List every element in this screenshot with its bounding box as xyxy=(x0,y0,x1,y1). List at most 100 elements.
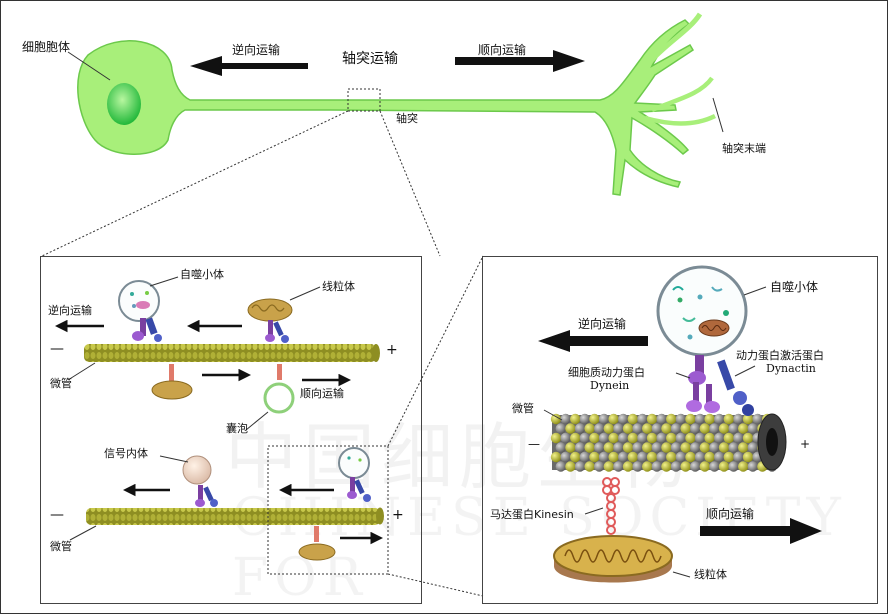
tubulin-bead xyxy=(742,413,754,425)
label-plus-right: + xyxy=(800,437,811,451)
tubulin-bead xyxy=(579,432,590,444)
tubulin-bead xyxy=(685,413,696,425)
tubulin-bead xyxy=(718,423,730,434)
tubulin-bead xyxy=(661,423,672,434)
tubulin-bead xyxy=(675,413,686,425)
tubulin-bead xyxy=(646,432,658,444)
tubulin-bead xyxy=(661,461,672,472)
tubulin-bead xyxy=(550,451,562,463)
neuron-soma xyxy=(77,19,695,196)
tubulin-bead xyxy=(675,432,686,444)
tubulin-bead xyxy=(704,451,715,463)
label-vesicle: 囊泡 xyxy=(226,422,248,435)
neuron-nucleus xyxy=(107,83,141,125)
anterograde-arrow-right xyxy=(700,518,822,544)
tubulin-bead xyxy=(704,413,715,425)
tubulin-bead xyxy=(651,442,662,453)
tubulin-bead xyxy=(589,413,600,425)
tubulin-bead xyxy=(723,413,734,425)
tubulin-bead xyxy=(680,461,691,472)
tubulin-bead xyxy=(738,442,749,453)
neuron xyxy=(77,12,717,196)
label-axon: 轴突 xyxy=(396,112,418,125)
label-microtubule-1: 微管 xyxy=(50,377,72,390)
tubulin-bead xyxy=(584,461,595,472)
left-panel-graphics xyxy=(55,276,389,575)
retrograde-arrow-right xyxy=(538,330,648,352)
tubulin-bead xyxy=(632,423,643,434)
tubulin-bead xyxy=(613,442,624,453)
tubulin-bead xyxy=(656,432,667,444)
label-axon-terminal: 轴突末端 xyxy=(722,142,766,155)
tubulin-bead xyxy=(680,442,691,453)
tubulin-bead xyxy=(651,423,662,434)
tubulin-bead xyxy=(565,442,576,453)
tubulin-bead xyxy=(550,432,562,444)
tubulin-bead xyxy=(570,451,581,463)
tubulin-bead xyxy=(570,432,581,444)
vesicle xyxy=(263,382,295,414)
tubulin-bead xyxy=(603,442,614,453)
tubulin-bead xyxy=(560,432,571,444)
tubulin-bead xyxy=(574,423,586,434)
label-microtubule-2: 微管 xyxy=(50,540,72,553)
label-signaling-endosome: 信号内体 xyxy=(104,447,148,460)
tubulin-bead xyxy=(738,461,749,472)
tubulin-bead xyxy=(637,432,648,444)
tubulin-bead xyxy=(627,432,638,444)
label-retrograde-top: 逆向运输 xyxy=(232,43,281,57)
tubulin-bead xyxy=(565,461,576,472)
tubulin-bead xyxy=(618,413,629,425)
tubulin-bead xyxy=(666,451,677,463)
tubulin-bead xyxy=(656,451,667,463)
tubulin-bead xyxy=(589,432,600,444)
label-minus-right: — xyxy=(528,437,540,451)
tubulin-bead xyxy=(718,461,730,472)
tubulin-bead xyxy=(728,423,739,434)
tubulin-bead xyxy=(670,461,682,472)
microtubule-1 xyxy=(84,344,376,362)
tubulin-bead xyxy=(637,451,648,463)
label-cell-body: 细胞胞体 xyxy=(22,40,71,54)
tubulin-bead xyxy=(560,413,571,425)
tubulin-bead xyxy=(680,423,691,434)
tubulin-bead xyxy=(723,451,734,463)
tubulin-bead xyxy=(752,413,763,425)
tubulin-bead xyxy=(733,413,744,425)
label-dynein-cn: 细胞质动力蛋白 xyxy=(568,366,645,379)
tubulin-bead xyxy=(675,451,686,463)
label-microtubule-right: 微管 xyxy=(512,402,534,415)
tubulin-bead xyxy=(560,451,571,463)
tubulin-bead xyxy=(742,432,754,444)
tubulin-bead xyxy=(714,413,725,425)
tubulin-bead xyxy=(747,461,758,472)
detail-zoom-box xyxy=(267,445,389,575)
tubulin-bead xyxy=(598,451,610,463)
tubulin-bead xyxy=(613,461,624,472)
tubulin-bead xyxy=(646,413,658,425)
tubulin-bead xyxy=(608,432,619,444)
kinesin-motor xyxy=(602,477,620,535)
tubulin-bead xyxy=(651,461,662,472)
tubulin-bead xyxy=(618,451,629,463)
tubulin-bead xyxy=(622,423,634,434)
tubulin-bead xyxy=(694,451,706,463)
label-autophagosome-right: 自噬小体 xyxy=(770,280,819,294)
tubulin-bead xyxy=(622,442,634,453)
tubulin-bead xyxy=(642,442,653,453)
tubulin-bead xyxy=(738,423,749,434)
tubulin-bead xyxy=(656,413,667,425)
label-dynein-en: Dynein xyxy=(590,379,630,392)
label-dynactin-en: Dynactin xyxy=(766,362,816,375)
retrograde-arrow-top xyxy=(190,56,308,76)
tubulin-bead xyxy=(608,451,619,463)
tubulin-bead xyxy=(714,451,725,463)
tubulin-bead xyxy=(646,451,658,463)
tubulin-bead xyxy=(733,432,744,444)
tubulin-bead xyxy=(627,451,638,463)
tubulin-bead xyxy=(603,423,614,434)
tubulin-bead xyxy=(622,461,634,472)
mitochondrion-bottom-right xyxy=(298,543,336,561)
tubulin-bead xyxy=(685,432,696,444)
